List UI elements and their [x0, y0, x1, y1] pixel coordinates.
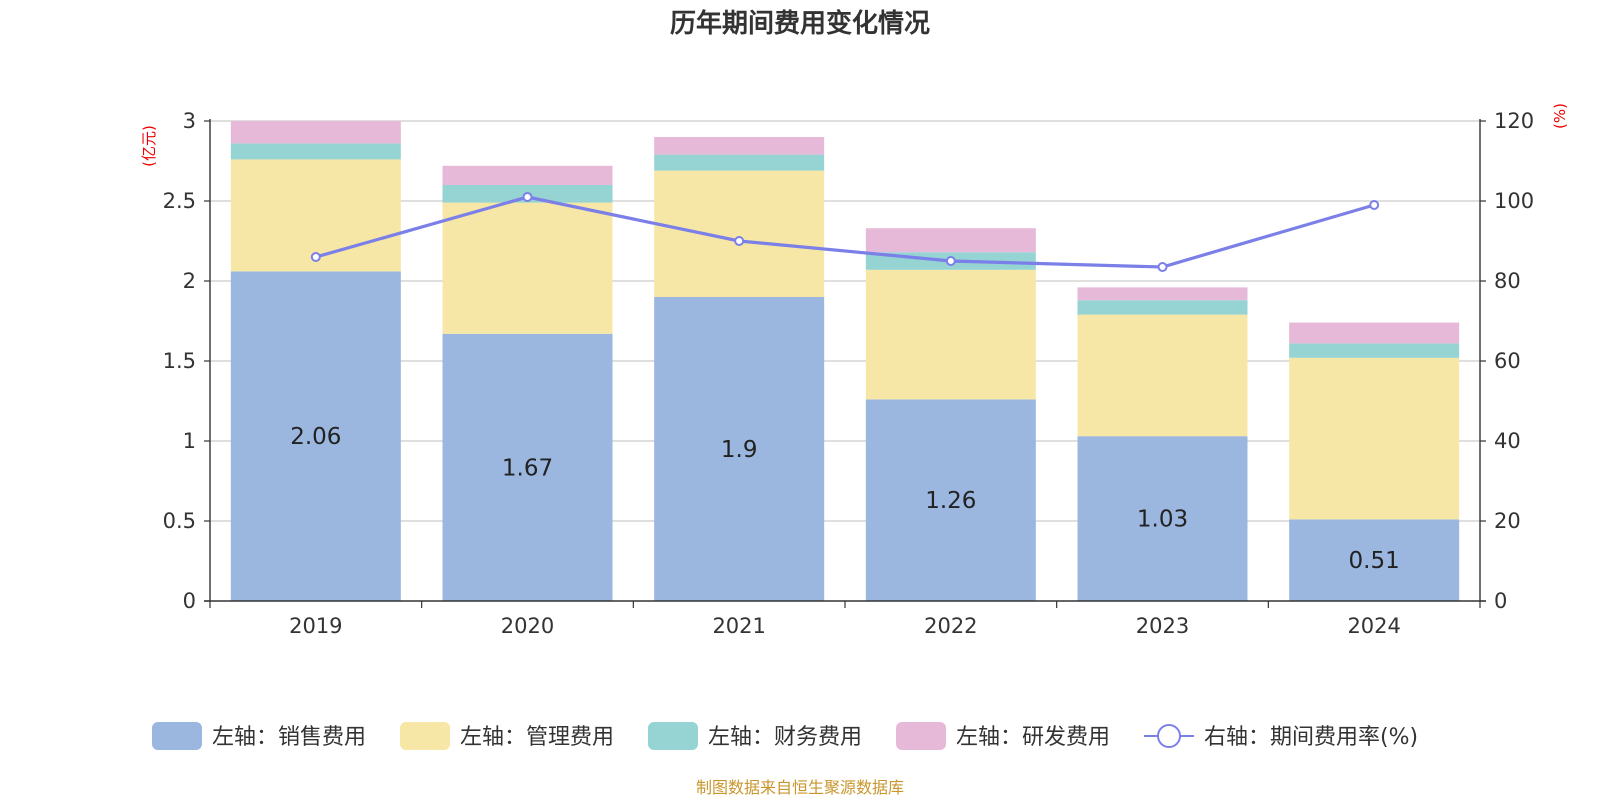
- bar-value-label: 1.26: [925, 488, 976, 514]
- left-tick-label: 1.5: [163, 349, 196, 373]
- right-axis-unit: (%): [1551, 103, 1569, 129]
- right-tick-label: 0: [1494, 589, 1507, 613]
- grid: [210, 120, 1480, 522]
- left-tick-label: 0: [183, 589, 196, 613]
- legend-label: 右轴：期间费用率(%): [1204, 725, 1418, 750]
- legend: 左轴：销售费用 左轴：管理费用 左轴：财务费用 左轴：研发费用 右轴：期间费用率(%): [152, 722, 1418, 750]
- bar-segment-4: [1077, 287, 1248, 301]
- right-tick-label: 60: [1494, 349, 1521, 373]
- legend-swatch-2: [400, 722, 450, 750]
- right-tick-label: 80: [1494, 269, 1521, 293]
- left-tick-label: 1: [183, 429, 196, 453]
- x-tick-label: 2024: [1347, 614, 1400, 638]
- legend-swatch-4: [896, 722, 946, 750]
- legend-label: 左轴：研发费用: [956, 725, 1110, 750]
- bar-segment-2: [1077, 314, 1248, 437]
- bar-segment-2: [654, 170, 825, 297]
- rate-point: [945, 256, 956, 266]
- bar-segment-1: [654, 297, 825, 601]
- rate-point: [310, 252, 321, 262]
- x-tick-label: 2023: [1136, 614, 1189, 638]
- bar-segment-4: [230, 121, 401, 144]
- rate-point: [1369, 200, 1380, 210]
- bar-segment-1: [442, 333, 613, 601]
- bar-segment-1: [1289, 519, 1460, 601]
- left-tick-label: 3: [183, 109, 196, 133]
- left-tick-label: 2.5: [163, 189, 196, 213]
- left-tick-label: 2: [183, 269, 196, 293]
- bar-segment-2: [865, 269, 1036, 400]
- bar-segment-4: [1289, 322, 1460, 344]
- bar-value-label: 1.67: [502, 455, 553, 481]
- bar-segment-1: [865, 399, 1036, 601]
- rate-line: [315, 195, 1375, 269]
- bar-segment-2: [1289, 357, 1460, 520]
- line: [310, 192, 1380, 272]
- legend-swatch-3: [648, 722, 698, 750]
- legend-label: 左轴：管理费用: [460, 725, 614, 750]
- bar-segment-3: [1289, 343, 1460, 358]
- legend-label: 左轴：财务费用: [708, 725, 862, 750]
- bar-value-label: 1.9: [721, 437, 758, 463]
- bar-value-label: 0.51: [1349, 548, 1400, 574]
- rate-point: [1157, 262, 1168, 272]
- right-tick-label: 40: [1494, 429, 1521, 453]
- legend-swatch-1: [152, 722, 202, 750]
- x-tick-label: 2020: [501, 614, 554, 638]
- bar-value-label: 2.06: [290, 424, 341, 450]
- bar-segment-3: [230, 143, 401, 160]
- bar-segment-2: [442, 202, 613, 334]
- bar-segment-4: [865, 228, 1036, 253]
- bar-segment-1: [230, 271, 401, 601]
- left-axis-unit: (亿元): [140, 125, 158, 167]
- rate-point: [734, 236, 745, 246]
- bar-value-label: 1.03: [1137, 507, 1188, 533]
- x-tick-label: 2022: [924, 614, 977, 638]
- bar-segment-4: [442, 165, 613, 185]
- right-tick-label: 120: [1494, 109, 1534, 133]
- bar-segment-3: [1077, 300, 1248, 315]
- legend-label: 左轴：销售费用: [212, 725, 366, 750]
- legend-marker: [1157, 724, 1181, 748]
- chart-title: 历年期间费用变化情况: [670, 8, 930, 39]
- bar-segment-1: [1077, 436, 1248, 601]
- x-tick-label: 2021: [712, 614, 765, 638]
- right-tick-label: 100: [1494, 189, 1534, 213]
- left-tick-label: 0.5: [163, 509, 196, 533]
- x-tick-label: 2019: [289, 614, 342, 638]
- bar-segment-4: [654, 137, 825, 155]
- rate-point: [522, 192, 533, 202]
- right-tick-label: 20: [1494, 509, 1521, 533]
- source-note: 制图数据来自恒生聚源数据库: [696, 778, 904, 797]
- bar-segment-3: [654, 154, 825, 171]
